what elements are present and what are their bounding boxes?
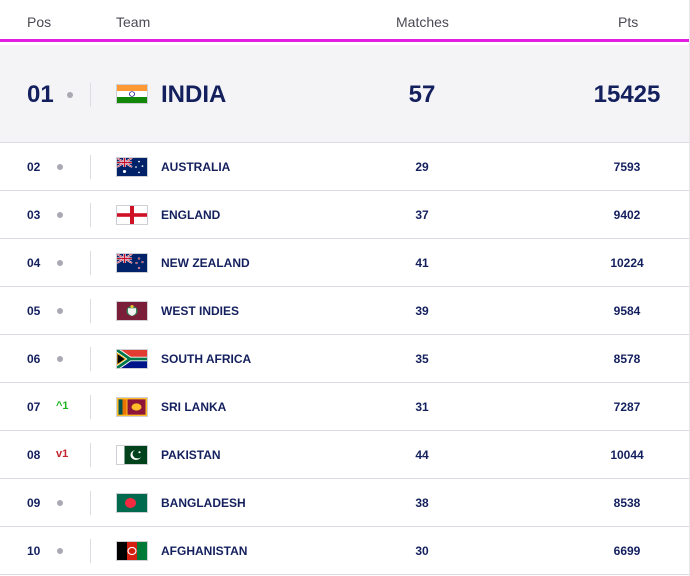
team-name[interactable]: AFGHANISTAN (161, 544, 248, 558)
position: 10 (27, 544, 41, 558)
points-value: 7593 (613, 160, 641, 174)
team-name[interactable]: NEW ZEALAND (161, 256, 250, 270)
west-indies-flag-icon (116, 301, 148, 321)
no-change-dot-icon (57, 260, 63, 266)
team-name[interactable]: AUSTRALIA (161, 160, 231, 174)
team-name[interactable]: WEST INDIES (161, 304, 240, 318)
position: 02 (27, 160, 41, 174)
points-value: 10044 (610, 448, 644, 462)
new-zealand-flag-icon (116, 253, 148, 273)
position: 04 (27, 256, 41, 270)
no-change-dot-icon (57, 548, 63, 554)
matches-value: 31 (415, 400, 429, 414)
table-row[interactable]: 05 WEST INDIES 39 9584 (0, 287, 690, 335)
england-flag-icon (116, 205, 148, 225)
matches-value: 39 (415, 304, 429, 318)
matches-value: 41 (415, 256, 429, 270)
header-team: Team (116, 14, 151, 30)
south-africa-flag-icon (116, 349, 148, 369)
points-value: 8578 (613, 352, 641, 366)
table-row[interactable]: 09 BANGLADESH 38 8538 (0, 479, 690, 527)
team-name[interactable]: INDIA (161, 81, 227, 108)
afghanistan-flag-icon (116, 541, 148, 561)
team-name[interactable]: BANGLADESH (161, 496, 246, 510)
position: 06 (27, 352, 41, 366)
bangladesh-flag-icon (116, 493, 148, 513)
matches-value: 57 (408, 81, 436, 108)
sri-lanka-flag-icon (116, 397, 148, 417)
no-change-dot-icon (57, 356, 63, 362)
matches-value: 44 (415, 448, 429, 462)
points-value: 10224 (610, 256, 644, 270)
header-pos: Pos (27, 14, 52, 30)
divider (90, 155, 91, 179)
matches-value: 37 (415, 208, 429, 222)
matches-value: 29 (415, 160, 429, 174)
table-row[interactable]: 04 NEW ZEALAND 41 10224 (0, 239, 690, 287)
points-value: 8538 (613, 496, 641, 510)
table-row[interactable]: 03 ENGLAND 37 9402 (0, 191, 690, 239)
divider (90, 347, 91, 371)
position: 08 (27, 448, 41, 462)
divider (90, 83, 91, 107)
team-name[interactable]: SOUTH AFRICA (161, 352, 252, 366)
no-change-dot-icon (57, 308, 63, 314)
points-value: 7287 (613, 400, 641, 414)
divider (90, 395, 91, 419)
no-change-dot-icon (57, 500, 63, 506)
rank-down-icon: v1 (56, 448, 69, 460)
table-row[interactable]: 07 ^1 SRI LANKA 31 7287 (0, 383, 690, 431)
team-name[interactable]: ENGLAND (161, 208, 221, 222)
points-value: 9584 (613, 304, 641, 318)
table-header: Pos Team Matches Pts (0, 0, 690, 42)
divider (90, 539, 91, 563)
team-name[interactable]: SRI LANKA (161, 400, 227, 414)
divider (90, 251, 91, 275)
divider (90, 491, 91, 515)
points-value: 6699 (613, 544, 641, 558)
points-value: 9402 (613, 208, 641, 222)
no-change-dot-icon (67, 92, 73, 98)
australia-flag-icon (116, 157, 148, 177)
position: 07 (27, 400, 41, 414)
matches-value: 38 (415, 496, 429, 510)
rank-up-icon: ^1 (56, 400, 69, 412)
divider (90, 203, 91, 227)
divider (90, 299, 91, 323)
matches-value: 35 (415, 352, 429, 366)
position: 01 (27, 81, 54, 108)
table-row[interactable]: 10 AFGHANISTAN 30 6699 (0, 527, 690, 575)
header-matches: Matches (396, 14, 449, 30)
table-row-leader[interactable]: 01 INDIA 57 15425 (0, 45, 690, 143)
table-row[interactable]: 08 v1 PAKISTAN 44 10044 (0, 431, 690, 479)
divider (90, 443, 91, 467)
header-pts: Pts (618, 14, 639, 30)
no-change-dot-icon (57, 164, 63, 170)
no-change-dot-icon (57, 212, 63, 218)
pakistan-flag-icon (116, 445, 148, 465)
table-row[interactable]: 02 AUSTRALIA 29 7593 (0, 143, 690, 191)
points-value: 15425 (593, 81, 661, 108)
position: 03 (27, 208, 41, 222)
matches-value: 30 (415, 544, 429, 558)
position: 05 (27, 304, 41, 318)
india-flag-icon (116, 84, 148, 104)
team-name[interactable]: PAKISTAN (161, 448, 221, 462)
position: 09 (27, 496, 41, 510)
table-row[interactable]: 06 SOUTH AFRICA 35 8578 (0, 335, 690, 383)
